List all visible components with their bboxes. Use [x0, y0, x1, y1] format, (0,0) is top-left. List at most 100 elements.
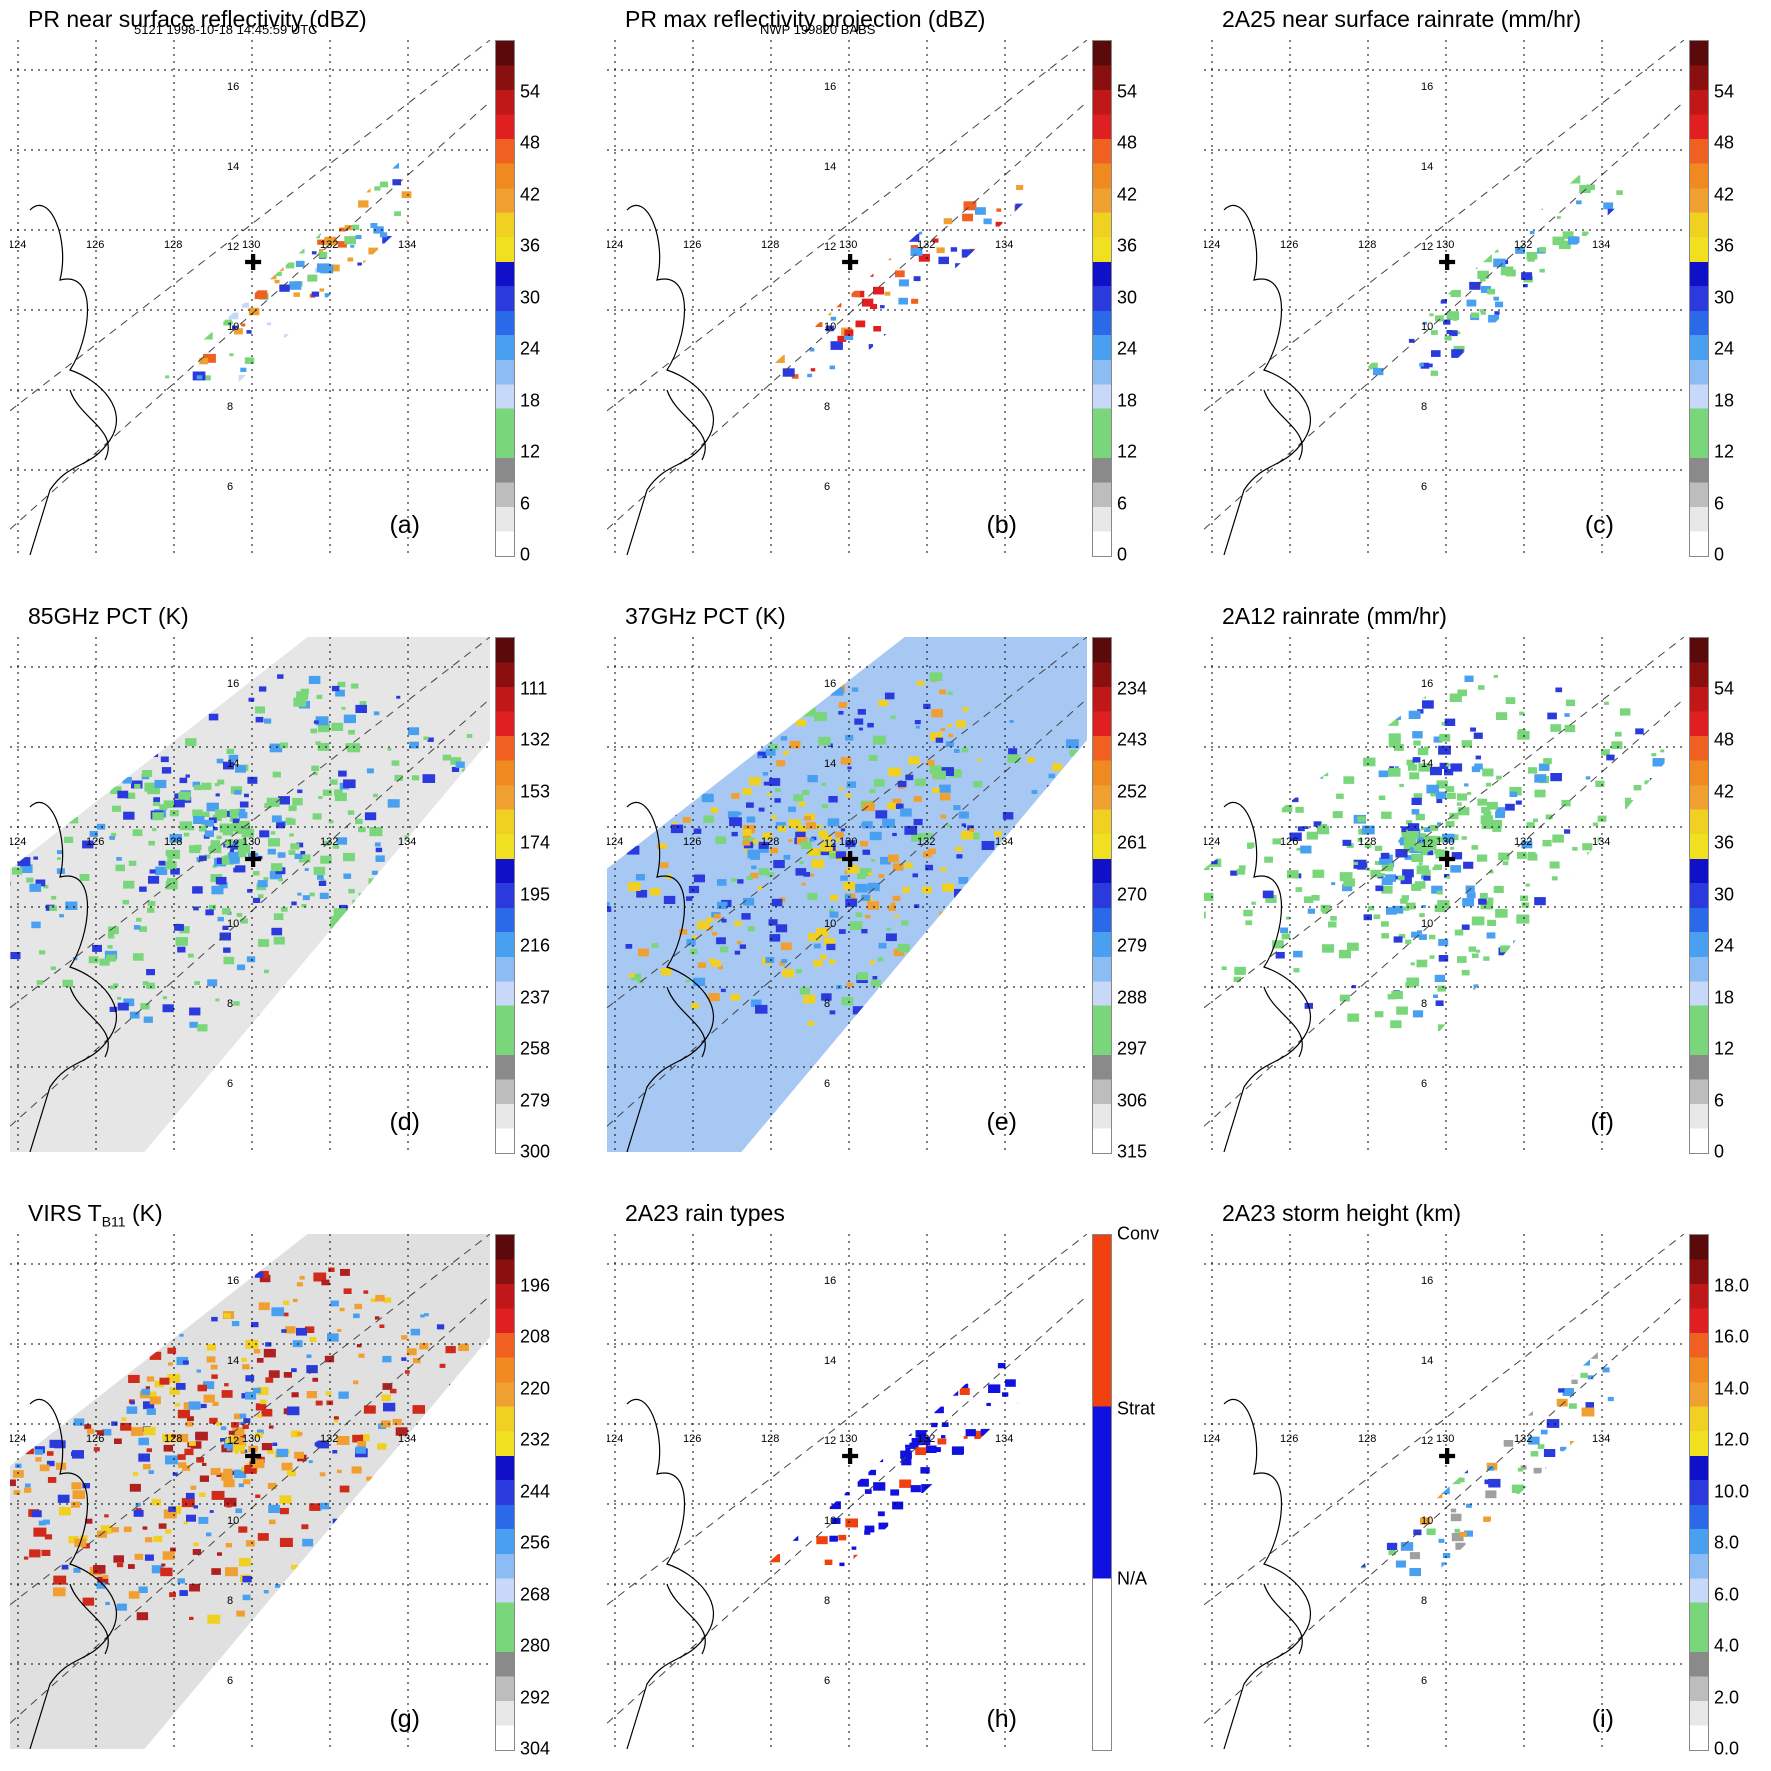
precip-cell	[712, 931, 718, 936]
precip-cell	[1420, 850, 1428, 856]
precip-cell	[374, 186, 381, 191]
precip-cell	[1357, 862, 1368, 870]
colorbar-tick-label: 237	[520, 987, 551, 1007]
precip-cell	[797, 1436, 804, 1441]
precip-cell	[23, 759, 31, 764]
panel-c: 2A25 near surface rainrate (mm/hr) 124 126…	[1194, 0, 1734, 565]
precip-cell	[413, 1501, 424, 1509]
precip-cell	[940, 1506, 946, 1511]
precip-cell	[1315, 1359, 1325, 1365]
precip-cell	[988, 1455, 995, 1460]
precip-cell	[1399, 1433, 1405, 1437]
precip-cell	[1491, 1422, 1503, 1431]
precip-cell	[838, 1534, 847, 1541]
precip-cell	[1462, 1469, 1468, 1474]
precip-cell	[1426, 1468, 1432, 1472]
precip-cell	[394, 774, 403, 781]
precip-cell	[780, 942, 792, 951]
precip-cell	[851, 291, 861, 298]
precip-cell	[1516, 914, 1530, 924]
precip-cell	[1515, 247, 1525, 254]
precip-cell	[340, 134, 349, 141]
precip-cell	[1493, 234, 1505, 243]
precip-cell	[675, 1414, 688, 1423]
precip-cell	[158, 1306, 166, 1312]
precip-cell	[1449, 110, 1459, 117]
precip-cell	[766, 1490, 779, 1500]
precip-cell	[308, 675, 321, 684]
precip-cell	[739, 312, 749, 320]
precip-cell	[315, 716, 329, 726]
precip-cell	[1570, 1441, 1583, 1450]
precip-cell	[1438, 745, 1451, 755]
precip-cell	[24, 1377, 35, 1385]
precip-cell	[1269, 160, 1278, 167]
precip-cell	[167, 878, 178, 886]
precip-cell	[910, 245, 919, 251]
precip-cell	[704, 293, 713, 299]
precip-cell	[298, 854, 311, 863]
precip-cell	[199, 358, 209, 365]
precip-cell	[702, 297, 708, 301]
lon-tick-label: 124	[607, 239, 623, 251]
precip-cell	[1013, 1487, 1018, 1491]
precip-cell	[237, 218, 242, 221]
coastline	[626, 1398, 714, 1749]
precip-cell	[769, 744, 778, 750]
precip-cell	[881, 248, 887, 253]
precip-cell	[105, 1601, 110, 1606]
precip-cell	[401, 1357, 407, 1361]
precip-cell	[238, 1483, 244, 1488]
precip-cell	[729, 741, 741, 750]
precip-cell	[35, 879, 46, 887]
precip-cell	[1486, 932, 1496, 939]
map-plot: 124 126 128 130 132 134 16 14 12 10 8 6 ✚	[10, 1234, 490, 1749]
precip-cell	[1624, 1445, 1635, 1453]
precip-cell	[1579, 184, 1591, 193]
precip-cell	[221, 222, 233, 230]
precip-cell	[1446, 330, 1453, 334]
precip-cell	[912, 873, 918, 878]
precip-cell	[324, 1355, 335, 1363]
precip-cell	[1361, 1390, 1367, 1394]
precip-cell	[333, 1416, 339, 1420]
precip-cell	[936, 949, 947, 957]
precip-cell	[1387, 1522, 1396, 1529]
precip-cell	[309, 892, 315, 897]
precip-cell	[694, 1348, 702, 1354]
precip-cell	[1509, 786, 1522, 796]
precip-cell	[214, 269, 221, 274]
precip-cell	[1357, 1562, 1366, 1568]
precip-cell	[1376, 1472, 1385, 1479]
lon-tick-label: 128	[1358, 239, 1376, 251]
precip-cell	[1331, 882, 1336, 886]
precip-cell	[1330, 174, 1338, 180]
precip-cell	[113, 717, 119, 722]
precip-cell	[417, 221, 429, 230]
precip-cell	[38, 1520, 46, 1526]
precip-cell	[663, 191, 672, 197]
precip-cell	[1395, 1418, 1402, 1423]
precip-cell	[1433, 736, 1443, 743]
precip-cell	[1645, 814, 1655, 821]
precip-cell	[742, 840, 751, 846]
precip-cell	[769, 847, 779, 854]
precip-cell	[929, 318, 939, 326]
precip-cell	[1349, 1512, 1362, 1522]
precip-cell	[205, 245, 214, 252]
precip-cell	[234, 1469, 247, 1479]
precip-cell	[861, 929, 868, 934]
precip-cell	[688, 885, 700, 894]
precip-cell	[1424, 302, 1429, 306]
precip-cell	[377, 1492, 383, 1496]
precip-cell	[278, 796, 290, 805]
precip-cell	[843, 1415, 857, 1424]
precip-cell	[990, 294, 1002, 303]
precip-cell	[928, 1498, 940, 1507]
precip-cell	[928, 294, 933, 298]
precip-cell	[247, 852, 259, 860]
colorbar-tick-label: 18	[520, 390, 541, 410]
precip-cell	[1533, 1467, 1542, 1474]
precip-cell	[130, 1331, 135, 1334]
precip-cell	[1380, 852, 1390, 859]
